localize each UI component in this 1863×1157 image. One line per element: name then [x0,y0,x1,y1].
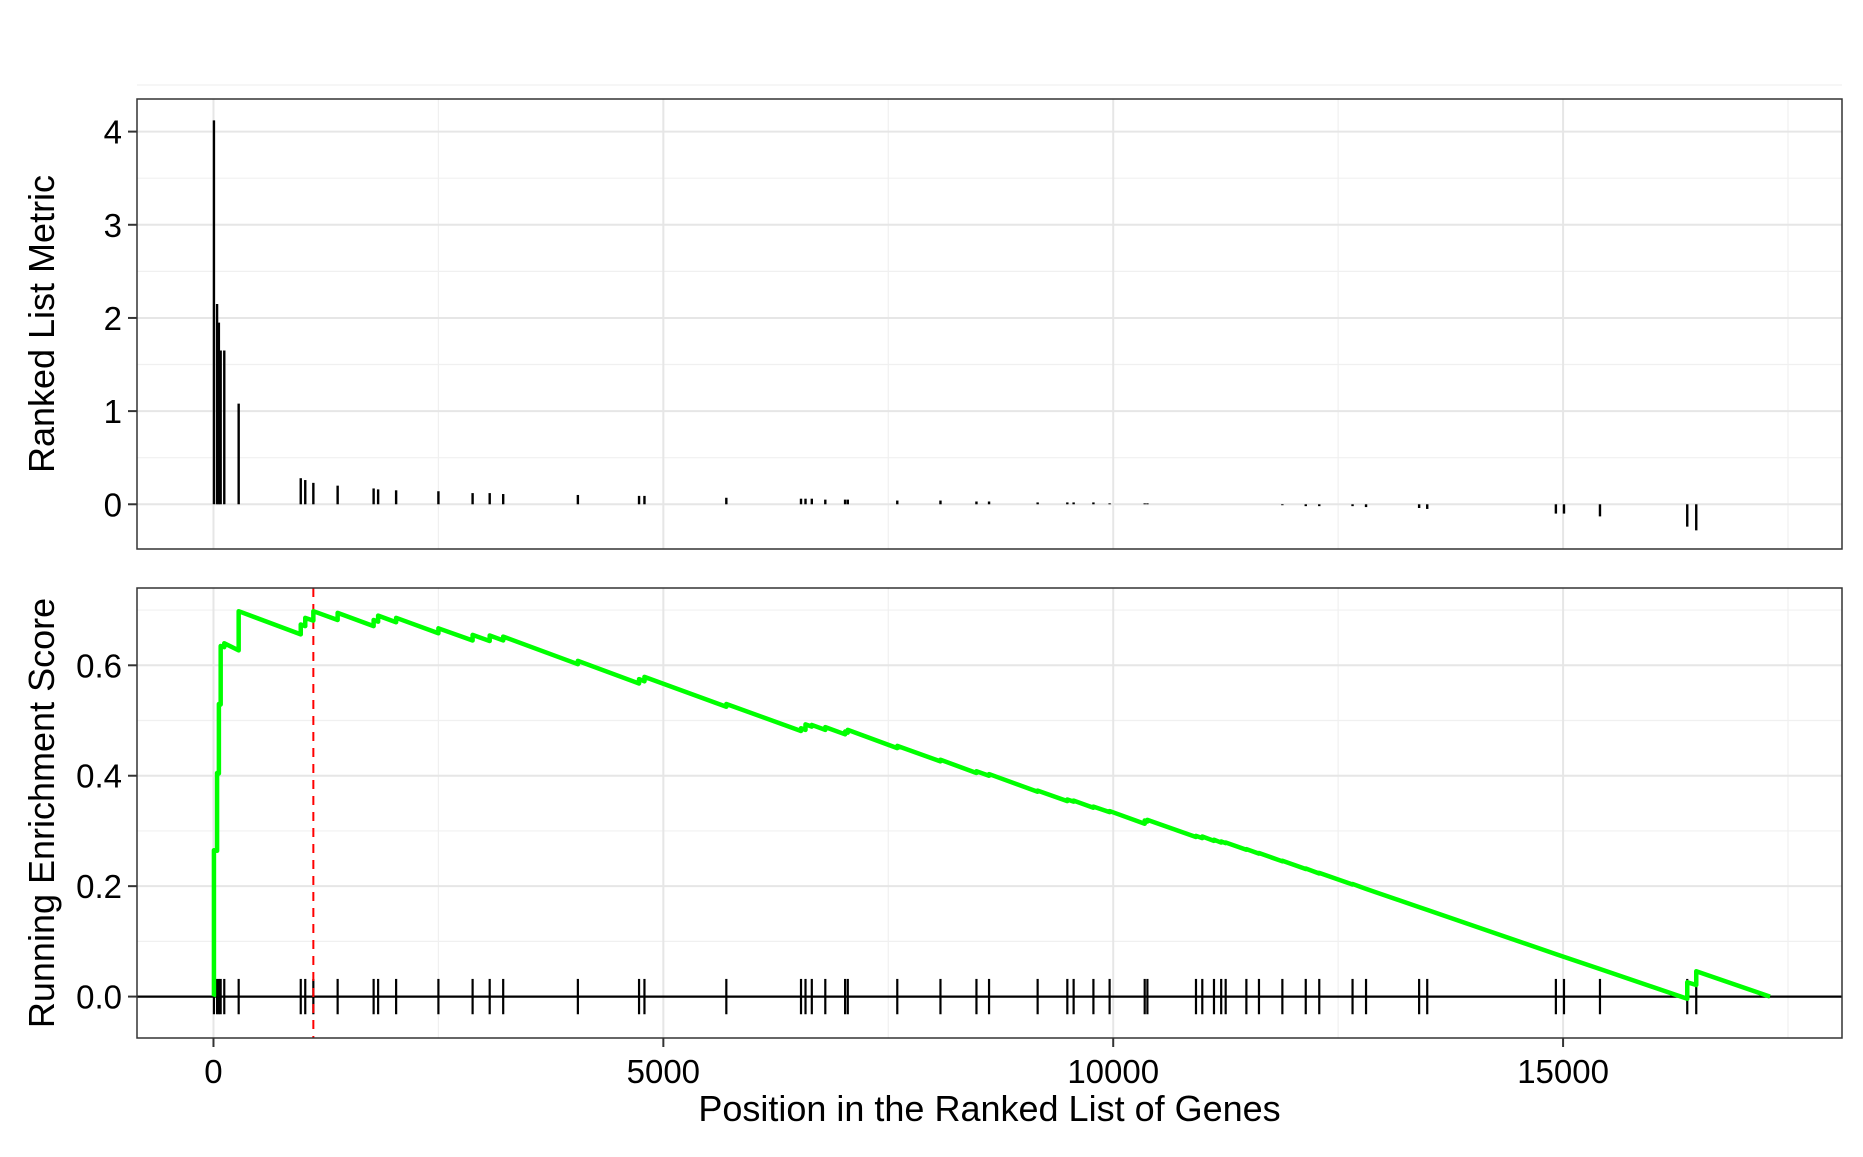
ranked-metric-bars [212,120,1698,531]
running-enrichment-score-line [211,608,1771,1002]
ranked-metric-panel: 0 1 2 3 4 Ranked List Metric [21,84,1843,550]
ranked-metric-grid [137,84,1842,549]
enrichment-score-panel: 0.0 0.2 0.4 0.6 0 5000 10000 15000 Running Enr… [21,587,1843,1129]
x-tick-label: 0 [204,1053,222,1090]
enrichment-score-y-axis-title: Running Enrichment Score [21,598,62,1028]
x-axis-title: Position in the Ranked List of Genes [698,1088,1280,1129]
x-tick-label: 10000 [1067,1053,1159,1090]
ranked-metric-panel-border [136,98,1843,550]
y-tick-label: 1 [104,393,122,430]
enrichment-score-x-axis: 0 5000 10000 15000 [204,1038,1609,1090]
y-tick-label: 0.6 [76,647,122,684]
y-tick-label: 4 [104,114,122,151]
x-tick-label: 5000 [627,1053,700,1090]
enrichment-score-panel-border [136,587,1843,1039]
y-tick-label: 0.2 [76,868,122,905]
y-tick-label: 0.0 [76,979,122,1016]
x-tick-label: 15000 [1517,1053,1609,1090]
y-tick-label: 3 [104,207,122,244]
enrichment-score-y-axis: 0.0 0.2 0.4 0.6 [76,647,137,1016]
ranked-metric-y-axis-title: Ranked List Metric [21,175,62,473]
y-tick-label: 2 [104,300,122,337]
y-tick-label: 0.4 [76,758,122,795]
ranked-metric-y-axis: 0 1 2 3 4 [104,114,137,523]
y-tick-label: 0 [104,486,122,523]
